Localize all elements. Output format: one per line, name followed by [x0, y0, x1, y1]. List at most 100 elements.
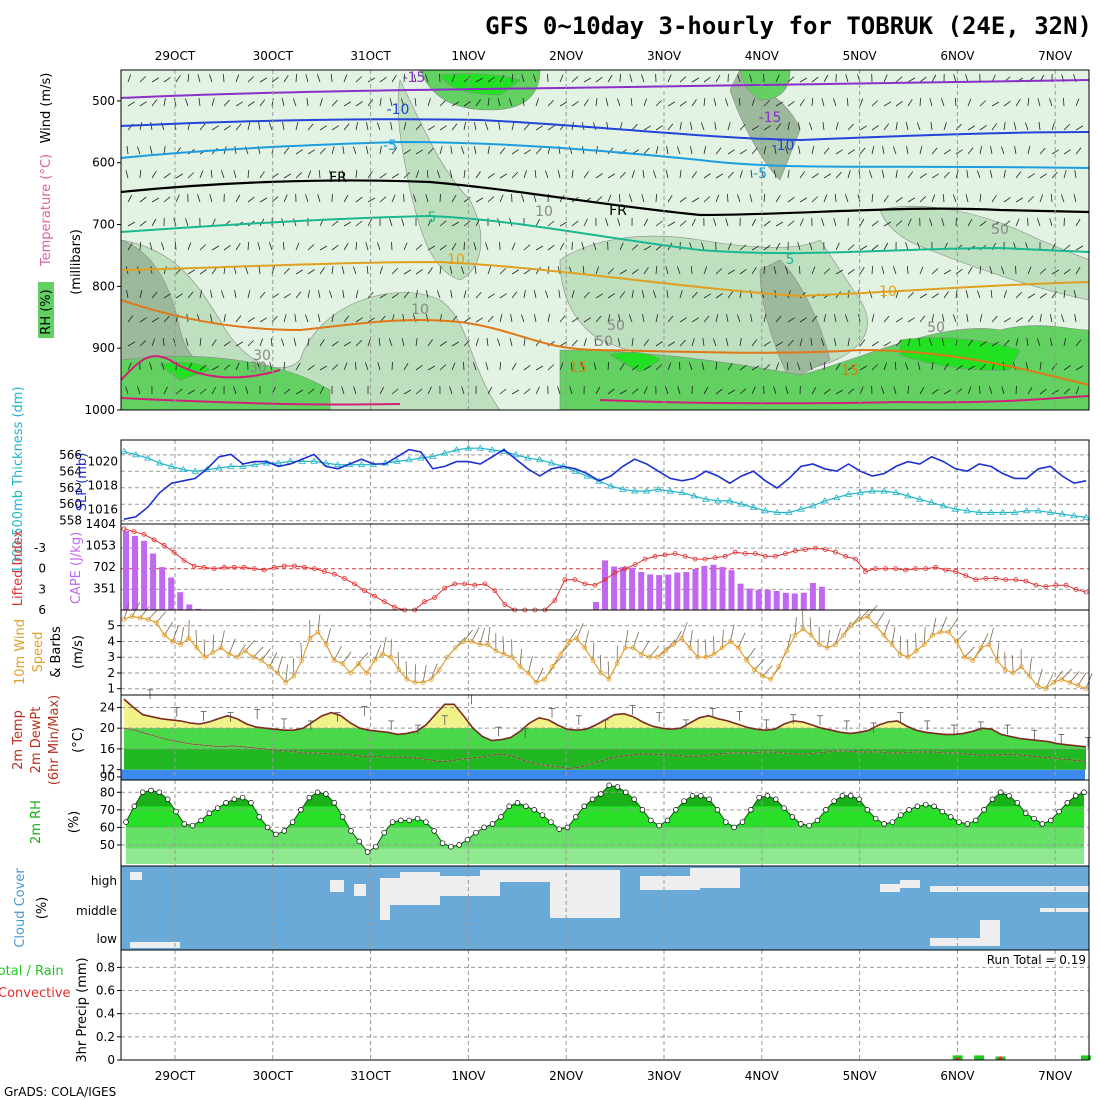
wind-barb: [151, 338, 156, 347]
wind-barb: [738, 632, 746, 648]
wind-barb: [295, 389, 304, 395]
wind-barb: [1037, 668, 1043, 686]
wind-barb: [319, 267, 325, 275]
precip-tick-label: 0.2: [96, 1030, 115, 1044]
wind-barb: [127, 341, 136, 347]
wind-barb: [1003, 170, 1006, 179]
rh-point: [448, 843, 454, 850]
wind-barb: [535, 125, 544, 131]
wind-barb: [703, 315, 710, 323]
rh-point: [947, 814, 954, 820]
wind-barb: [798, 265, 801, 275]
wind-barb: [655, 146, 659, 155]
footer-credit: GrADS: COLA/IGES: [4, 1085, 116, 1099]
wind-speed-point: [170, 639, 175, 644]
wind-speed-point: [913, 648, 919, 654]
bottom-date-label: 5NOV: [843, 1069, 878, 1083]
wind-barb: [784, 146, 789, 155]
wind-barb: [802, 610, 804, 629]
cloud-clear-region: [130, 866, 142, 880]
cape-bar: [168, 577, 175, 610]
wind-barb: [559, 101, 568, 107]
wind-barb: [1075, 266, 1081, 275]
wind-barb: [787, 220, 795, 227]
wind-barb: [996, 642, 1000, 661]
wind-barb: [857, 194, 861, 203]
lifted-index-point: [963, 573, 969, 578]
cape-bar: [782, 592, 789, 610]
wind-speed-point: [622, 645, 628, 651]
wind-barb: [655, 341, 663, 347]
wind-barb: [632, 631, 640, 648]
temperature-contour: [120, 79, 1090, 99]
wind-barb: [378, 338, 381, 347]
thickness-tick-label: 560: [59, 497, 82, 511]
wind-barb: [247, 317, 255, 323]
wind-barb: [655, 364, 663, 371]
contour-label: 10: [879, 284, 897, 300]
wind-barb: [1027, 315, 1034, 323]
cape-bar: [186, 604, 193, 610]
rh-point: [148, 787, 154, 794]
wind-barb: [175, 173, 184, 179]
wind-barb: [799, 171, 806, 179]
wind-barb: [1015, 338, 1019, 347]
wind-barb: [667, 362, 672, 371]
rh-shade-region: [609, 351, 661, 373]
wind-barb: [691, 197, 700, 203]
wind-barb: [883, 315, 890, 323]
wind-barb: [415, 123, 422, 131]
wind-barb: [355, 101, 363, 107]
wind-barb: [811, 196, 819, 203]
wind-speed-point: [1043, 686, 1048, 692]
cape-bar: [611, 566, 618, 610]
wind-barb: [703, 266, 708, 275]
wind-barb: [403, 149, 411, 155]
wind-barb: [1039, 293, 1047, 299]
wind-barb: [460, 146, 465, 155]
wind-barb: [343, 123, 350, 131]
lifted-index-point: [1023, 578, 1029, 584]
wind-barb: [247, 122, 251, 131]
wind-speed-point: [655, 654, 660, 660]
wind-barb: [307, 123, 314, 131]
wind-barb: [631, 269, 639, 275]
wind-barb: [988, 627, 994, 645]
wind-barb: [607, 74, 613, 83]
thickness-point: [773, 508, 781, 515]
wind-barb: [703, 173, 711, 179]
wind-barb: [126, 290, 129, 299]
wind-barb: [343, 341, 352, 347]
wind-barb: [895, 317, 904, 323]
wind-barb: [127, 315, 134, 323]
wind-barb: [499, 388, 507, 395]
wind-barb: [199, 388, 207, 395]
wind-speed-point: [938, 629, 943, 635]
thickness-point: [583, 472, 591, 479]
wind-barb: [739, 388, 747, 395]
rh-point: [731, 824, 737, 831]
wind-axis-label: Speed: [31, 632, 46, 673]
wind-barb: [923, 626, 926, 645]
wind-barb: [522, 98, 525, 107]
wind-barb: [629, 194, 633, 203]
wind-barb: [523, 269, 531, 275]
thickness-point: [452, 446, 461, 453]
wind-barb: [235, 315, 242, 323]
wind-barb: [715, 173, 724, 179]
wind-barb: [721, 629, 724, 648]
wind-barb: [919, 97, 922, 107]
rh-point: [131, 803, 138, 810]
wind-barb: [943, 389, 952, 395]
wind-barb: [703, 98, 706, 107]
wind-barb: [643, 267, 649, 275]
lifted-index-point: [873, 566, 878, 572]
rh-point: [748, 807, 754, 813]
wind-barb: [679, 339, 686, 347]
wind-barb: [473, 362, 477, 371]
wind-barb: [965, 74, 969, 83]
wind-barb: [991, 221, 1000, 227]
wind-barb: [463, 241, 465, 251]
wind-barb: [1038, 122, 1041, 131]
wind-barb: [979, 193, 982, 203]
